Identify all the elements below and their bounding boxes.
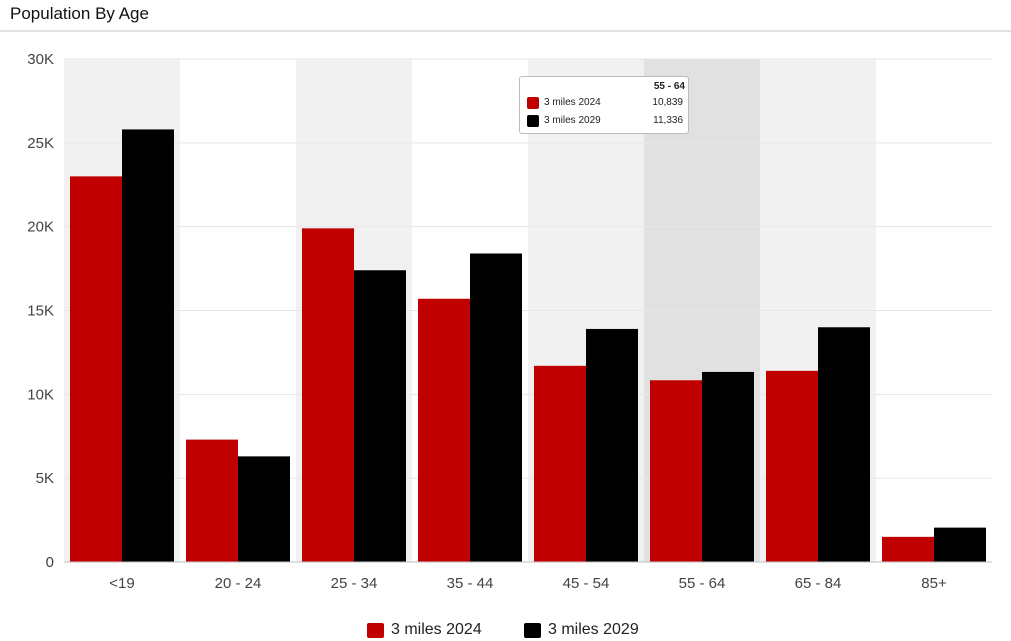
bar-series-2024[interactable] (766, 370, 818, 562)
bar-series-2029[interactable] (238, 456, 290, 562)
y-tick-label: 10K (27, 386, 54, 403)
x-tick-label: 45 - 54 (563, 575, 610, 592)
y-tick-label: 5K (36, 470, 54, 487)
tooltip-row: 3 miles 2029 11,336 (527, 114, 685, 130)
x-tick-label: 20 - 24 (215, 575, 262, 592)
bar-series-2024[interactable] (882, 536, 934, 562)
legend-label: 3 miles 2024 (391, 621, 482, 638)
x-tick-label: 25 - 34 (331, 575, 378, 592)
tooltip-series-name: 3 miles 2029 (544, 115, 601, 126)
legend-label: 3 miles 2029 (548, 621, 639, 638)
chart-header: Population By Age (0, 0, 1011, 32)
bar-series-2029[interactable] (586, 328, 638, 562)
bar-series-2029[interactable] (470, 253, 522, 562)
chart-tooltip: 55 - 64 3 miles 2024 10,839 3 miles 2029… (519, 76, 689, 134)
tooltip-title: 55 - 64 (653, 81, 685, 92)
bar-series-2024[interactable] (186, 439, 238, 562)
tooltip-series-value: 10,839 (652, 97, 683, 108)
x-axis-labels: <19 20 - 24 25 - 34 35 - 44 45 - 54 55 - 64 65… (109, 575, 947, 592)
x-tick-label: <19 (109, 575, 134, 592)
legend-swatch-2029 (524, 623, 541, 638)
legend-swatch-2024 (367, 623, 384, 638)
y-tick-label: 20K (27, 219, 54, 236)
tooltip-swatch-2029 (527, 115, 539, 127)
bar-series-2029[interactable] (818, 327, 870, 562)
x-tick-label: 35 - 44 (447, 575, 494, 592)
y-axis-labels: 0 5K 10K 15K 20K 25K 30K (27, 51, 54, 571)
bar-series-2029[interactable] (702, 371, 754, 562)
bar-series-2029[interactable] (934, 527, 986, 562)
bar-series-2024[interactable] (70, 176, 122, 562)
x-tick-label: 65 - 84 (795, 575, 842, 592)
bar-series-2024[interactable] (534, 365, 586, 562)
tooltip-swatch-2024 (527, 97, 539, 109)
bar-series-2024[interactable] (418, 298, 470, 562)
x-tick-label: 55 - 64 (679, 575, 726, 592)
y-tick-label: 0 (46, 554, 54, 571)
y-tick-label: 15K (27, 303, 54, 320)
chart-title: Population By Age (10, 4, 149, 23)
tooltip-series-name: 3 miles 2024 (544, 97, 601, 108)
bars[interactable] (70, 129, 986, 563)
y-tick-label: 30K (27, 51, 54, 68)
chart-legend: 3 miles 2024 3 miles 2029 (0, 618, 1011, 640)
bar-series-2029[interactable] (354, 270, 406, 562)
tooltip-row: 3 miles 2024 10,839 (527, 96, 685, 112)
bar-series-2024[interactable] (302, 228, 354, 563)
x-tick-label: 85+ (921, 575, 947, 592)
tooltip-series-value: 11,336 (653, 115, 683, 126)
bar-series-2029[interactable] (122, 129, 174, 563)
bar-series-2024[interactable] (650, 380, 702, 562)
y-tick-label: 25K (27, 135, 54, 152)
